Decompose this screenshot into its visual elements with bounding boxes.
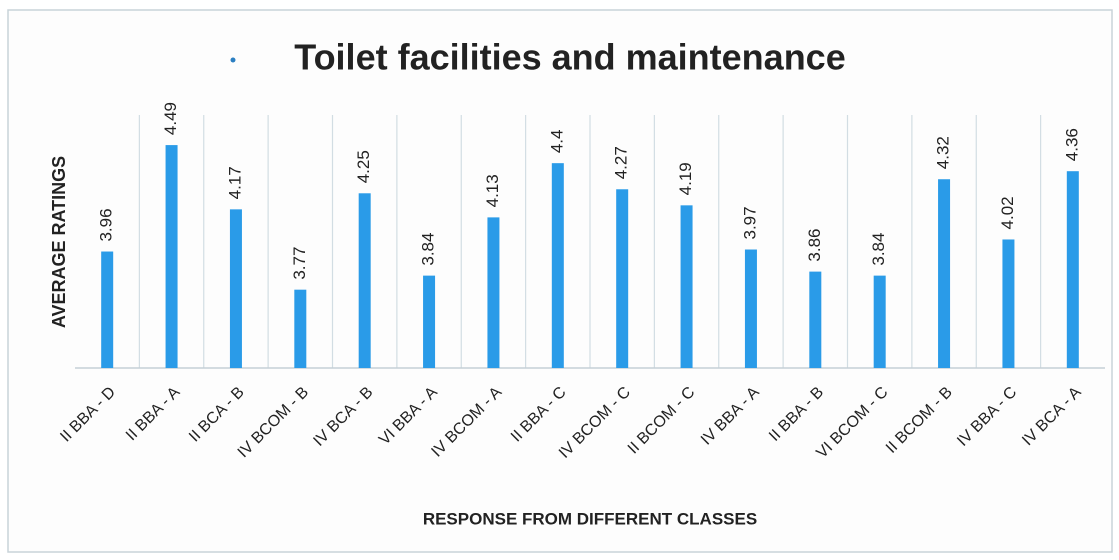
data-label: 4.49 — [161, 102, 180, 135]
bar — [229, 209, 242, 368]
bar — [1002, 239, 1015, 368]
data-label: 4.02 — [998, 196, 1017, 229]
data-label: 3.77 — [290, 247, 309, 280]
data-label: 3.97 — [740, 206, 759, 239]
bar — [165, 145, 178, 368]
x-axis-title: RESPONSE FROM DIFFERENT CLASSES — [423, 509, 757, 528]
data-label: 4.17 — [225, 166, 244, 199]
bar — [101, 251, 114, 368]
y-axis-title: AVERAGE RATINGS — [49, 156, 69, 328]
bar — [294, 289, 307, 368]
data-label: 4.32 — [934, 136, 953, 169]
bar — [1066, 171, 1079, 368]
data-label: 4.4 — [547, 130, 566, 154]
data-label: 4.19 — [676, 162, 695, 195]
bar — [551, 163, 564, 368]
bar — [680, 205, 693, 368]
bar — [744, 249, 757, 368]
bar — [358, 193, 371, 368]
bar — [873, 275, 886, 368]
data-label: 3.96 — [97, 208, 116, 241]
bar — [616, 189, 629, 368]
bar — [809, 271, 822, 368]
data-label: 3.84 — [869, 233, 888, 266]
data-label: 4.27 — [612, 146, 631, 179]
bar — [423, 275, 436, 368]
title-bullet — [230, 57, 236, 63]
bar — [487, 217, 500, 368]
bar — [938, 179, 951, 368]
chart-title: Toilet facilities and maintenance — [294, 37, 845, 78]
data-label: 4.36 — [1062, 128, 1081, 161]
data-label: 3.86 — [805, 229, 824, 262]
data-label: 3.84 — [419, 233, 438, 266]
data-label: 4.25 — [354, 150, 373, 183]
data-label: 4.13 — [483, 174, 502, 207]
